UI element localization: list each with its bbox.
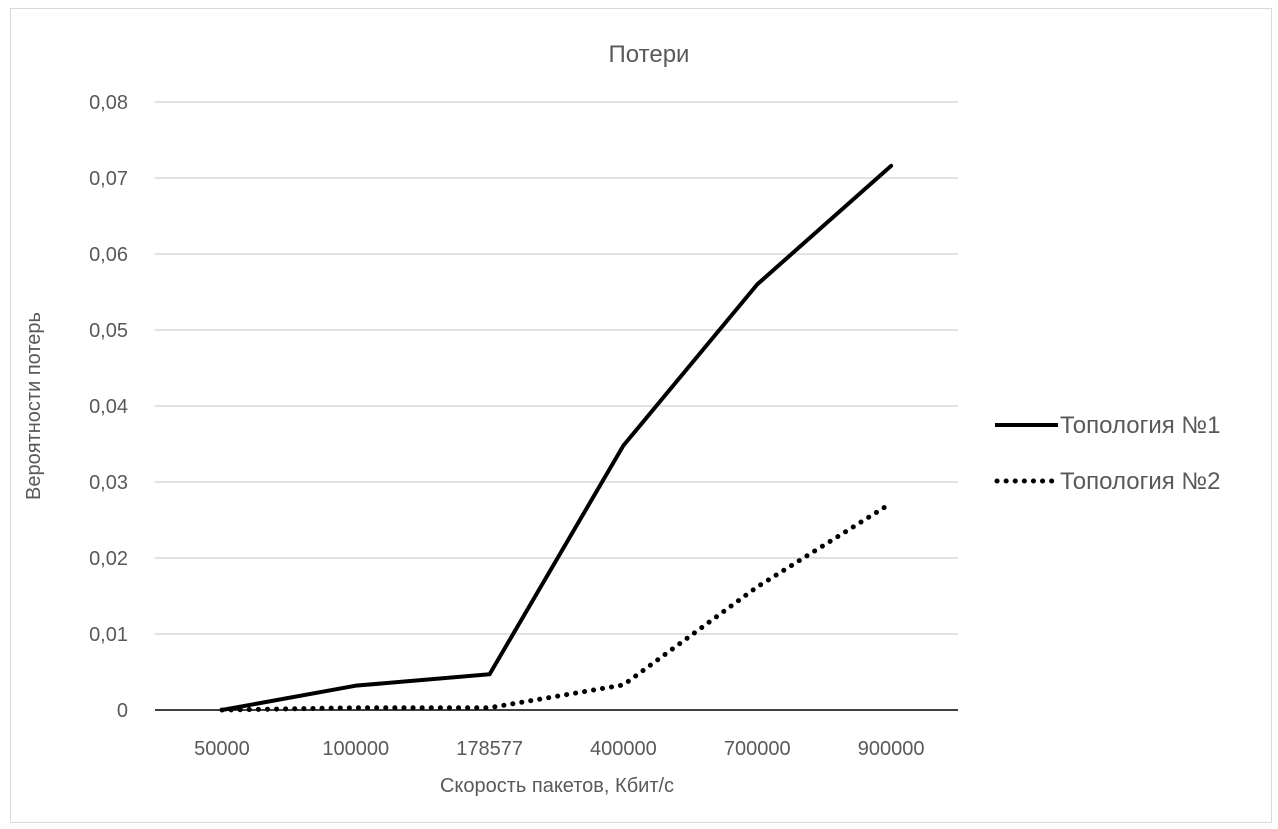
legend-item-series-1: Топология №1 [995, 412, 1221, 439]
series-line-2 [219, 500, 894, 713]
y-tick-label: 0,06 [89, 244, 128, 266]
legend-label-series-2: Топология №2 [1060, 468, 1221, 495]
y-axis-title: Вероятности потерь [23, 312, 45, 500]
legend: Топология №1 Топология №2 [994, 412, 1221, 495]
legend-label-series-1: Топология №1 [1060, 412, 1221, 439]
x-axis-title: Скорость пакетов, Кбит/с [440, 775, 674, 797]
y-tick-label: 0,08 [89, 92, 128, 114]
chart-frame [10, 8, 1272, 823]
y-tick-label: 0,04 [89, 396, 128, 418]
series-2-point [623, 684, 624, 685]
y-tick-label: 0,02 [89, 548, 128, 570]
x-tick-label: 178577 [456, 738, 523, 760]
series-2-point [757, 586, 758, 587]
y-tick-label: 0,07 [89, 168, 128, 190]
series-layer [219, 163, 894, 713]
x-tick-label: 700000 [724, 738, 791, 760]
y-tick-labels: 0 0,01 0,02 0,03 0,04 0,05 0,06 0,07 0,08 [89, 92, 128, 722]
y-tick-label: 0,05 [89, 320, 128, 342]
chart-title: Потери [609, 41, 690, 68]
y-tick-label: 0,01 [89, 624, 128, 646]
x-tick-label: 100000 [322, 738, 389, 760]
legend-item-series-2: Топология №2 [994, 468, 1221, 495]
x-tick-label: 50000 [194, 738, 250, 760]
x-tick-labels: 50000 100000 178577 400000 700000 900000 [194, 738, 924, 760]
y-tick-label: 0,03 [89, 472, 128, 494]
series-2-point [489, 707, 490, 708]
gridlines [155, 101, 958, 635]
series-line-1 [219, 163, 894, 712]
x-tick-label: 900000 [858, 738, 925, 760]
x-tick-label: 400000 [590, 738, 657, 760]
series-2-point [891, 503, 892, 504]
y-tick-label: 0 [117, 700, 128, 722]
